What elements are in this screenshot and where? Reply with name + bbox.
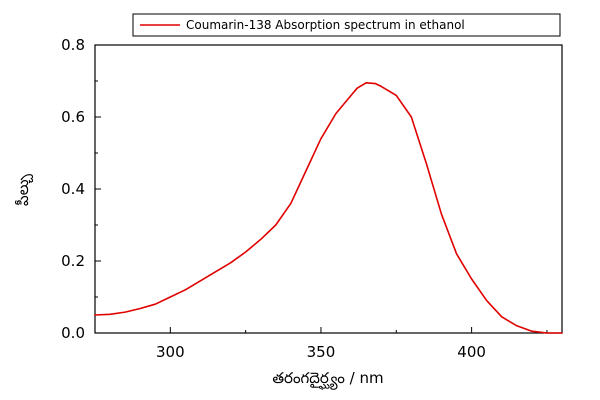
legend-label: Coumarin-138 Absorption spectrum in etha…	[186, 18, 465, 32]
legend: Coumarin-138 Absorption spectrum in etha…	[132, 13, 561, 37]
x-tick-label: 300	[156, 343, 185, 361]
y-tick-label: 0.8	[61, 36, 85, 54]
legend-box	[132, 13, 561, 37]
x-tick-label: 350	[307, 343, 336, 361]
plot-frame	[94, 44, 563, 334]
y-axis-title: పీల్చు	[14, 173, 34, 206]
series-layer	[94, 82, 563, 334]
y-tick-label: 0.0	[61, 324, 85, 342]
ticks: 300 350 400 0.0 0.2 0.4 0.6 0.8	[61, 36, 548, 361]
y-tick-label: 0.2	[61, 252, 85, 270]
axes	[94, 44, 563, 334]
x-tick-label: 400	[457, 343, 486, 361]
series-line-0	[94, 82, 563, 334]
y-tick-label: 0.4	[61, 180, 85, 198]
x-axis-title: తరంగదైర్ఘ్యం / nm	[272, 369, 383, 390]
y-tick-label: 0.6	[61, 108, 85, 126]
